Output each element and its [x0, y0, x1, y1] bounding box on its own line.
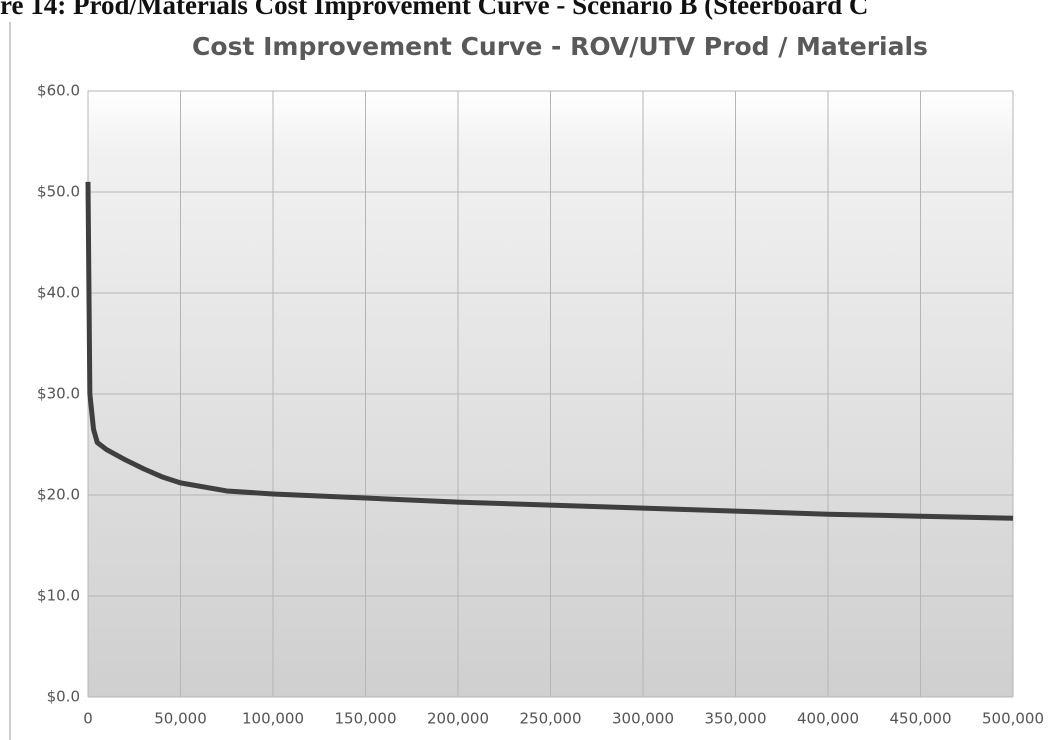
x-tick-label: 350,000 [704, 710, 766, 728]
x-tick-label: 150,000 [334, 710, 396, 728]
x-tick-label: 450,000 [889, 710, 951, 728]
x-tick-label: 200,000 [427, 710, 489, 728]
page-heading: re 14: Prod/Materials Cost Improvement C… [0, 0, 868, 20]
x-tick-label: 50,000 [154, 710, 207, 728]
y-tick-label: $30.0 [37, 385, 80, 403]
chart-title: Cost Improvement Curve - ROV/UTV Prod / … [192, 32, 928, 61]
x-tick-label: 250,000 [519, 710, 581, 728]
y-tick-label: $40.0 [37, 284, 80, 302]
x-tick-label: 400,000 [797, 710, 859, 728]
y-tick-label: $10.0 [37, 587, 80, 605]
y-tick-label: $20.0 [37, 486, 80, 504]
y-tick-label: $60.0 [37, 82, 80, 100]
x-tick-label: 0 [83, 710, 93, 728]
y-tick-label: $50.0 [37, 183, 80, 201]
x-tick-label: 500,000 [982, 710, 1044, 728]
x-tick-label: 300,000 [612, 710, 674, 728]
data-line [85, 181, 1014, 521]
y-tick-label: $0.0 [47, 688, 80, 706]
x-tick-label: 100,000 [242, 710, 304, 728]
